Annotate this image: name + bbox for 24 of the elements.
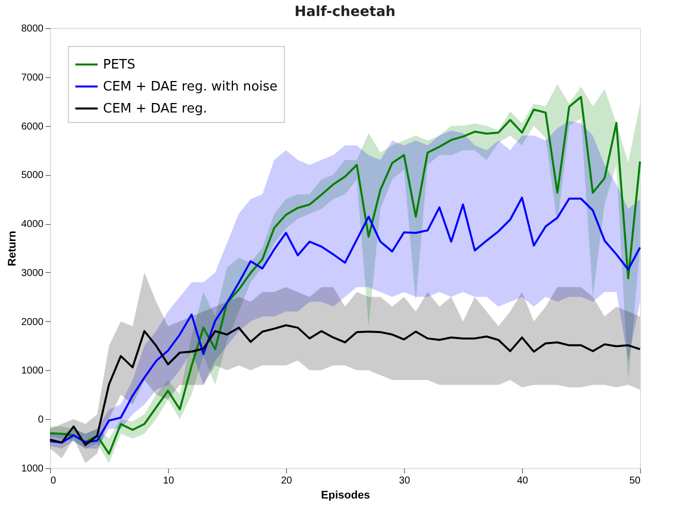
x-tick-label: 40 [516,476,528,486]
legend-label: CEM + DAE reg. with noise [103,80,278,94]
y-axis-title: Return [6,230,18,266]
x-tick-label: 10 [162,476,174,486]
line-series [49,196,641,444]
x-tick-label: 50 [629,476,641,486]
x-tick-label: 30 [398,476,410,486]
y-tick-label: 4000 [21,219,44,230]
legend-label: CEM + DAE reg. [103,102,208,116]
y-tick-label: 0 [38,414,44,426]
line-series [49,324,641,446]
y-tick-label: 1000 [21,464,44,474]
legend-label: PETS [103,58,136,72]
y-tick-label: 7000 [21,72,44,84]
y-tick-label: 6000 [21,121,44,132]
chart-title: Half-cheetah [294,4,396,20]
y-tick-label: 3000 [21,268,44,279]
y-tick-label: 2000 [21,316,44,328]
x-tick-label: 20 [280,476,292,486]
x-axis-title: Episodes [321,490,370,502]
y-tick-label: 1000 [21,366,44,377]
y-tick-label: 8000 [21,24,44,34]
x-tick-label: 0 [50,476,56,486]
y-tick-label: 5000 [21,170,44,182]
